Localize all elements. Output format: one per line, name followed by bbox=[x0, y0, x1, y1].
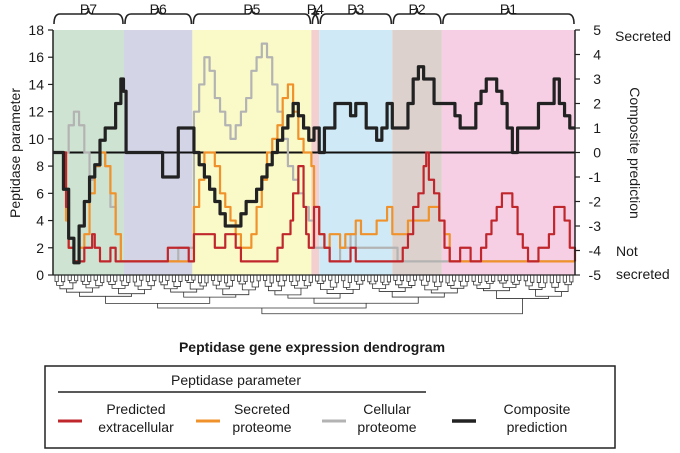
left-tick-label: 4 bbox=[36, 213, 44, 229]
cluster-braces: P7 P6 P5 P4 P3 P2 P1 bbox=[53, 1, 575, 25]
right-tick-label: 5 bbox=[593, 22, 601, 38]
right-tick-label: -5 bbox=[589, 267, 602, 283]
dendrogram bbox=[54, 275, 574, 315]
right-tick-label: 0 bbox=[593, 145, 601, 161]
right-tick-label: -1 bbox=[589, 169, 602, 185]
left-axis-title: Peptidase parameter bbox=[7, 88, 23, 218]
legend-title: Peptidase parameter bbox=[171, 372, 301, 388]
left-tick-label: 6 bbox=[36, 185, 44, 201]
left-tick-label: 10 bbox=[28, 131, 44, 147]
right-tick-label: -4 bbox=[589, 243, 602, 259]
series-line-predicted-extracellular bbox=[53, 151, 577, 263]
right-tick-label: -3 bbox=[589, 218, 602, 234]
right-annotation-not: Not bbox=[616, 243, 638, 259]
left-tick-label: 14 bbox=[28, 76, 44, 92]
right-tick-label: 2 bbox=[593, 96, 601, 112]
left-tick-label: 2 bbox=[36, 240, 44, 256]
legend-label-cellular-proteome-1: Cellular bbox=[363, 401, 411, 417]
legend-label-composite-prediction-1: Composite bbox=[504, 401, 571, 417]
cluster-brace-p1 bbox=[442, 7, 575, 25]
right-annotation-secreted-2: secreted bbox=[616, 266, 670, 282]
right-annotation-secreted: Secreted bbox=[615, 28, 671, 44]
left-tick-label: 12 bbox=[28, 104, 44, 120]
cluster-label-p4: P4 bbox=[307, 1, 324, 17]
cluster-label-p6: P6 bbox=[150, 1, 167, 17]
cluster-brace-p5 bbox=[192, 7, 312, 25]
series-line-composite-prediction bbox=[53, 65, 575, 265]
cluster-brace-p6 bbox=[124, 7, 193, 25]
right-tick-label: 1 bbox=[593, 120, 601, 136]
left-tick-label: 8 bbox=[36, 158, 44, 174]
right-tick-label: -2 bbox=[589, 194, 602, 210]
right-axis-title: Composite prediction bbox=[627, 87, 643, 219]
legend-label-secreted-proteome-1: Secreted bbox=[234, 401, 290, 417]
dendrogram-branches bbox=[54, 275, 574, 315]
cluster-label-p1: P1 bbox=[500, 1, 517, 17]
cluster-brace-p3 bbox=[319, 7, 393, 25]
cluster-brace-p7 bbox=[53, 7, 124, 25]
data-lines bbox=[53, 42, 577, 265]
right-tick-label: 4 bbox=[593, 47, 601, 63]
legend-label-secreted-proteome-2: proteome bbox=[232, 419, 291, 435]
legend-label-composite-prediction-2: prediction bbox=[507, 419, 568, 435]
cluster-brace-p4 bbox=[311, 7, 320, 25]
cluster-label-p3: P3 bbox=[347, 1, 364, 17]
legend-label-cellular-proteome-2: proteome bbox=[357, 419, 416, 435]
cluster-label-p7: P7 bbox=[80, 1, 97, 17]
cluster-brace-p2 bbox=[392, 7, 442, 25]
left-tick-label: 18 bbox=[28, 22, 44, 38]
legend: Peptidase parameter Predicted extracellu… bbox=[44, 365, 616, 449]
legend-box bbox=[44, 365, 616, 449]
legend-label-predicted-extracellular-2: extracellular bbox=[98, 419, 174, 435]
left-tick-label: 0 bbox=[36, 267, 44, 283]
series-line-secreted-proteome bbox=[53, 83, 575, 263]
right-tick-label: 3 bbox=[593, 71, 601, 87]
left-tick-label: 16 bbox=[28, 49, 44, 65]
cluster-label-p2: P2 bbox=[409, 1, 426, 17]
legend-label-predicted-extracellular-1: Predicted bbox=[106, 401, 165, 417]
x-axis-title: Peptidase gene expression dendrogram bbox=[179, 339, 445, 355]
cluster-label-p5: P5 bbox=[243, 1, 260, 17]
